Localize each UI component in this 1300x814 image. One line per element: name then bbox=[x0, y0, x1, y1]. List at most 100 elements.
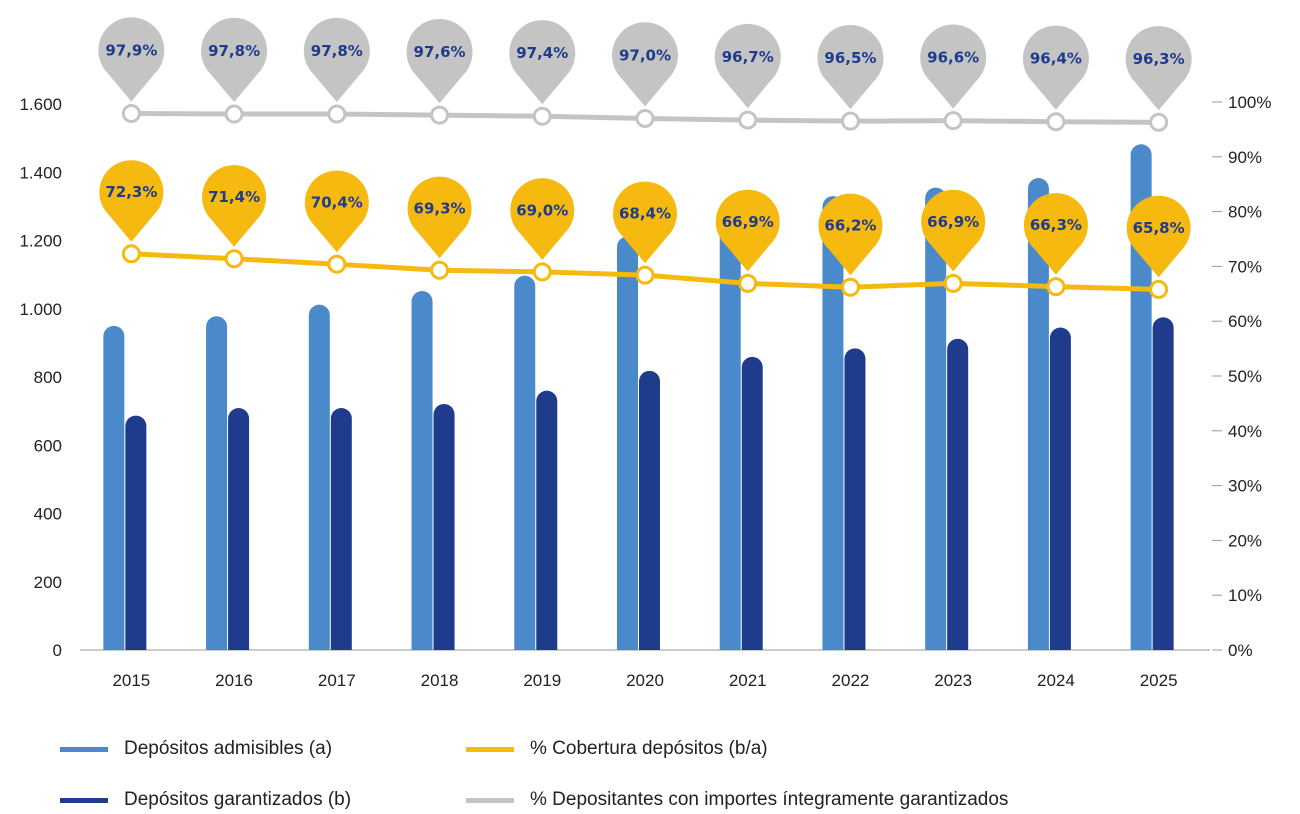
x-tick-label: 2015 bbox=[112, 671, 150, 690]
pin-cobertura-label: 65,8% bbox=[1133, 219, 1185, 237]
bar-admisibles bbox=[411, 291, 433, 650]
pin-depositantes-label: 97,6% bbox=[414, 43, 466, 61]
pin-cobertura bbox=[715, 189, 780, 272]
bar-admisibles bbox=[822, 196, 844, 650]
marker-cobertura bbox=[943, 273, 963, 293]
pin-depositantes-label: 96,7% bbox=[722, 48, 774, 66]
bar-garantizados bbox=[947, 338, 969, 650]
bar-admisibles bbox=[514, 275, 536, 650]
left-tick-label: 0 bbox=[53, 641, 62, 660]
pin-depositantes-label: 97,9% bbox=[105, 41, 157, 59]
pin-depositantes-label: 97,8% bbox=[208, 42, 260, 60]
marker-depositantes bbox=[943, 111, 963, 131]
left-tick-label: 1.000 bbox=[19, 300, 62, 319]
pin-cobertura-label: 66,2% bbox=[824, 217, 876, 235]
x-tick-label: 2016 bbox=[215, 671, 253, 690]
marker-depositantes bbox=[532, 106, 552, 126]
marker-cobertura bbox=[635, 265, 655, 285]
pin-cobertura bbox=[1126, 195, 1191, 278]
marker-depositantes bbox=[430, 105, 450, 125]
marker-depositantes bbox=[1046, 112, 1066, 132]
right-tick-label: 80% bbox=[1228, 203, 1262, 222]
right-tick-label: 70% bbox=[1228, 257, 1262, 276]
bar-admisibles bbox=[617, 236, 638, 650]
pin-cobertura bbox=[407, 176, 472, 259]
marker-depositantes bbox=[635, 108, 655, 128]
pin-depositantes bbox=[817, 25, 884, 110]
pin-depositantes-label: 96,4% bbox=[1030, 50, 1082, 68]
left-tick-label: 800 bbox=[34, 368, 62, 387]
x-tick-label: 2024 bbox=[1037, 671, 1075, 690]
right-tick-label: 90% bbox=[1228, 148, 1262, 167]
bar-garantizados bbox=[844, 348, 866, 650]
pin-depositantes bbox=[98, 17, 165, 102]
pin-cobertura bbox=[304, 170, 369, 253]
bar-garantizados bbox=[639, 370, 660, 650]
right-tick-label: 40% bbox=[1228, 422, 1262, 441]
x-tick-label: 2021 bbox=[729, 671, 767, 690]
pin-depositantes bbox=[612, 22, 678, 107]
pin-depositantes bbox=[406, 18, 473, 104]
pin-depositantes-label: 97,8% bbox=[311, 42, 363, 60]
bar-garantizados bbox=[536, 390, 558, 650]
bar-garantizados bbox=[125, 415, 147, 650]
marker-cobertura bbox=[224, 249, 244, 269]
marker-cobertura bbox=[840, 277, 860, 297]
pin-cobertura-label: 66,3% bbox=[1030, 216, 1082, 234]
bar-admisibles bbox=[925, 187, 947, 650]
bar-admisibles bbox=[206, 316, 228, 650]
pin-depositantes bbox=[509, 20, 576, 105]
pin-depositantes-label: 96,3% bbox=[1133, 50, 1185, 68]
pin-depositantes bbox=[1022, 25, 1089, 110]
pin-cobertura bbox=[202, 165, 267, 247]
x-tick-label: 2025 bbox=[1140, 671, 1178, 690]
right-tick-label: 0% bbox=[1228, 641, 1253, 660]
pin-cobertura bbox=[613, 181, 677, 264]
bar-garantizados bbox=[228, 408, 250, 650]
marker-cobertura bbox=[738, 273, 758, 293]
left-tick-label: 1.600 bbox=[19, 95, 62, 114]
marker-cobertura bbox=[532, 262, 552, 282]
pin-depositantes bbox=[714, 23, 781, 109]
left-tick-label: 200 bbox=[34, 573, 62, 592]
bar-garantizados bbox=[433, 403, 455, 650]
bar-garantizados bbox=[330, 408, 352, 650]
marker-cobertura bbox=[327, 254, 347, 274]
x-tick-label: 2019 bbox=[523, 671, 561, 690]
x-tick-label: 2017 bbox=[318, 671, 356, 690]
bar-garantizados bbox=[1049, 327, 1071, 650]
bar-admisibles bbox=[308, 304, 330, 650]
marker-cobertura bbox=[430, 260, 450, 280]
right-tick-label: 20% bbox=[1228, 531, 1262, 550]
x-tick-label: 2018 bbox=[421, 671, 459, 690]
marker-depositantes bbox=[224, 104, 244, 124]
left-tick-label: 400 bbox=[34, 505, 62, 524]
pin-cobertura-label: 68,4% bbox=[619, 205, 671, 223]
pin-cobertura bbox=[510, 178, 575, 260]
pin-depositantes bbox=[303, 17, 370, 103]
pin-depositantes-label: 97,0% bbox=[619, 46, 671, 64]
right-tick-label: 60% bbox=[1228, 312, 1262, 331]
marker-depositantes bbox=[327, 104, 347, 124]
pin-cobertura-label: 69,3% bbox=[414, 200, 466, 218]
right-tick-label: 30% bbox=[1228, 477, 1262, 496]
left-tick-label: 1.400 bbox=[19, 163, 62, 182]
pin-cobertura bbox=[921, 189, 986, 272]
pin-cobertura bbox=[1023, 193, 1088, 275]
x-tick-label: 2020 bbox=[626, 671, 664, 690]
pin-depositantes bbox=[1125, 26, 1192, 111]
right-tick-label: 100% bbox=[1228, 93, 1271, 112]
bar-admisibles bbox=[103, 325, 125, 650]
bar-admisibles bbox=[1027, 178, 1049, 650]
pin-cobertura bbox=[99, 160, 164, 242]
pin-depositantes-label: 96,5% bbox=[824, 49, 876, 67]
right-tick-label: 50% bbox=[1228, 367, 1262, 386]
marker-cobertura bbox=[121, 244, 141, 264]
pin-depositantes bbox=[920, 24, 987, 109]
pin-depositantes-label: 96,6% bbox=[927, 48, 979, 66]
pin-cobertura-label: 72,3% bbox=[105, 183, 157, 201]
x-tick-label: 2023 bbox=[934, 671, 972, 690]
pin-cobertura bbox=[818, 193, 883, 276]
